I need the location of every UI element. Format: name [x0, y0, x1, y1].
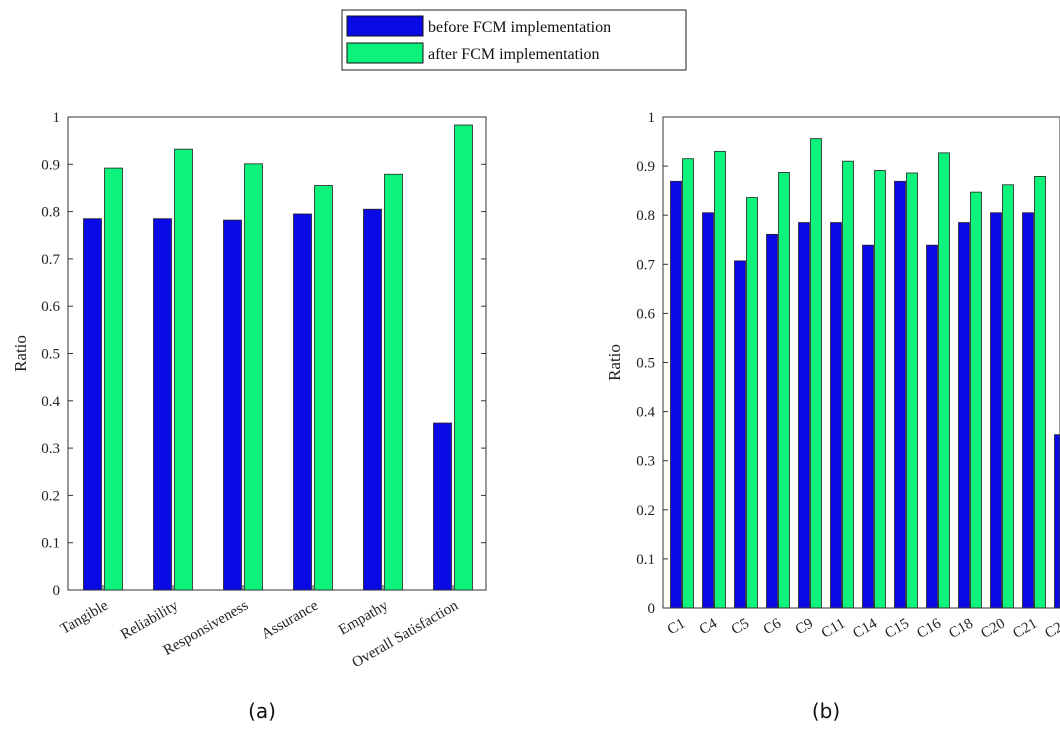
y-axis-label-b: Ratio — [605, 344, 624, 381]
bar-a-before-responsiveness — [223, 219, 242, 591]
bar-b-before-c1 — [670, 180, 682, 609]
y-tick-label-a: 0.2 — [41, 488, 60, 504]
x-tick-label-b: C25 — [1042, 616, 1060, 642]
bar-b-before-c11 — [830, 222, 842, 609]
y-tick-label-a: 1 — [53, 110, 61, 126]
bar-b-before-c4 — [702, 212, 714, 609]
y-tick-label-a: 0.9 — [41, 157, 60, 173]
x-tick-label-a: Assurance — [259, 597, 321, 642]
bar-a-after-assurance — [314, 185, 333, 591]
y-tick-label-a: 0.6 — [41, 299, 60, 315]
bar-b-before-c21 — [1022, 212, 1034, 609]
y-tick-label-b: 0.9 — [636, 159, 655, 175]
y-tick-label-a: 0.7 — [41, 252, 60, 268]
bar-b-after-c21 — [1034, 176, 1046, 609]
bar-a-before-overall-satisfaction — [433, 422, 452, 591]
y-tick-label-a: 0.1 — [41, 536, 60, 552]
bar-a-before-reliability — [153, 218, 172, 591]
x-tick-label-a: Empathy — [336, 597, 391, 638]
bar-a-before-tangible — [83, 218, 102, 591]
bar-b-after-c18 — [970, 191, 982, 609]
y-tick-label-b: 0.3 — [636, 454, 655, 470]
bar-a-after-responsiveness — [244, 163, 263, 591]
plot-frame-a — [67, 116, 487, 591]
bar-a-before-empathy — [363, 208, 382, 591]
bar-b-after-c9 — [810, 138, 822, 609]
y-tick-label-a: 0.5 — [41, 347, 60, 363]
x-tick-label-b: C14 — [850, 615, 880, 642]
x-tick-label-b: C1 — [665, 616, 688, 639]
x-tick-label-b: C18 — [946, 616, 976, 642]
bar-b-before-c5 — [734, 260, 746, 609]
y-tick-label-b: 0.7 — [636, 257, 655, 273]
bar-b-after-c20 — [1002, 184, 1014, 609]
legend-swatch-before — [346, 15, 424, 37]
bar-b-before-c16 — [926, 244, 938, 609]
bar-b-after-c11 — [842, 160, 854, 609]
x-tick-label-a: Tangible — [58, 597, 112, 637]
bar-b-after-c16 — [938, 152, 950, 609]
bar-b-after-c6 — [778, 172, 790, 609]
bar-a-before-assurance — [293, 213, 312, 591]
x-tick-label-a: Reliability — [118, 597, 181, 643]
caption-b: (b) — [812, 699, 840, 723]
x-tick-label-b: C21 — [1010, 616, 1040, 642]
x-tick-label-b: C20 — [978, 616, 1008, 642]
legend: before FCM implementation after FCM impl… — [341, 9, 687, 71]
y-tick-label-b: 0.6 — [636, 306, 655, 322]
bar-a-after-overall-satisfaction — [454, 124, 473, 591]
x-tick-label-b: C4 — [697, 615, 721, 638]
y-tick-label-a: 0 — [53, 583, 61, 599]
chart-b: 0 0.1 0.2 0.3 0.4 0.5 0.6 0.7 0.8 0.9 1 Ratio C1 C4 C5… — [605, 110, 1060, 642]
bar-a-after-reliability — [174, 148, 193, 591]
y-tick-label-a: 0.8 — [41, 205, 60, 221]
caption-a: (a) — [248, 699, 276, 723]
y-tick-label-a: 0.4 — [41, 394, 60, 410]
chart-a: 0 0.1 0.2 0.3 0.4 0.5 0.6 0.7 0.8 0.9 1 Ratio Tangib… — [11, 110, 487, 671]
y-tick-label-b: 0.4 — [636, 405, 655, 421]
legend-label-before: before FCM implementation — [428, 19, 611, 36]
x-tick-label-b: C9 — [793, 616, 816, 639]
legend-label-after: after FCM implementation — [428, 46, 600, 63]
y-tick-label-a: 0.3 — [41, 441, 60, 457]
bar-b-after-c5 — [746, 197, 758, 609]
bars-b — [670, 138, 1060, 609]
bar-b-after-c1 — [682, 158, 694, 609]
bar-b-before-c20 — [990, 212, 1002, 609]
y-tick-label-b: 1 — [648, 110, 656, 126]
bar-b-before-c25 — [1054, 434, 1060, 609]
y-tick-label-b: 0.8 — [636, 208, 655, 224]
bar-b-before-c6 — [766, 233, 778, 609]
x-tick-label-b: C6 — [761, 615, 785, 638]
y-tick-label-b: 0 — [648, 601, 656, 617]
bar-b-before-c14 — [862, 244, 874, 609]
y-tick-label-b: 0.5 — [636, 356, 655, 372]
legend-swatch-after — [346, 42, 424, 64]
bar-a-after-tangible — [104, 167, 123, 591]
bar-b-before-c18 — [958, 222, 970, 609]
x-tick-label-b: C5 — [729, 616, 752, 639]
bar-b-before-c9 — [798, 222, 810, 609]
x-tick-label-b: C15 — [882, 616, 912, 642]
bar-b-after-c4 — [714, 150, 726, 609]
bar-b-after-c14 — [874, 170, 886, 609]
x-tick-label-b: C16 — [914, 615, 944, 642]
x-tick-label-b: C11 — [819, 616, 848, 642]
y-axis-label-a: Ratio — [11, 335, 30, 372]
y-tick-label-b: 0.1 — [636, 552, 655, 568]
bar-b-before-c15 — [894, 180, 906, 609]
bar-a-after-empathy — [384, 173, 403, 591]
bar-b-after-c15 — [906, 172, 918, 609]
y-tick-label-b: 0.2 — [636, 503, 655, 519]
